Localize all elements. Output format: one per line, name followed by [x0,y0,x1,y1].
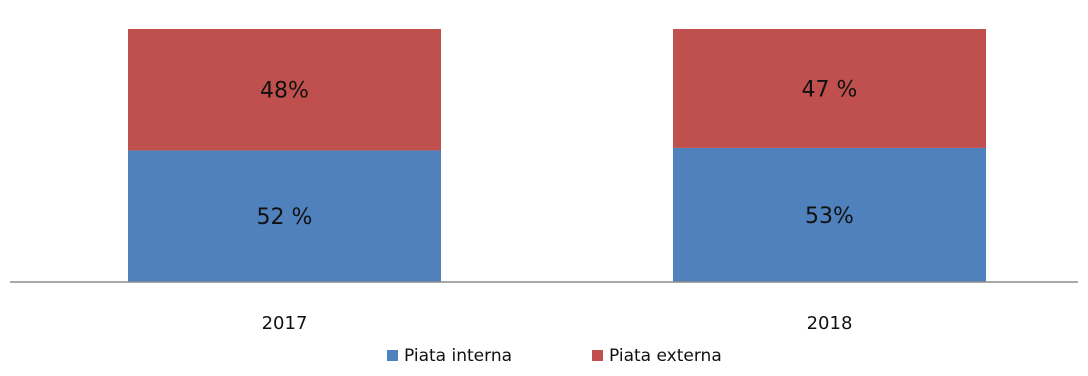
data-label-2018-series-0: 53% [805,204,854,229]
legend-swatch-series-1 [592,350,603,361]
legend-swatch-series-0 [387,350,398,361]
bar-2017-series-1 [128,29,441,151]
bar-2018-series-0 [673,147,986,282]
legend-label-series-0: Piata interna [404,346,512,366]
data-label-2017-series-1: 48% [260,79,309,104]
legend-label-series-1: Piata externa [609,346,722,366]
data-labels: 52 % 48% 53% 47 % [257,77,858,230]
x-tick-label-2017: 2017 [262,313,308,334]
x-tick-label-2018: 2018 [807,313,853,334]
data-label-2017-series-0: 52 % [257,205,313,230]
bar-2018-series-1 [673,29,986,148]
bar-2017-series-0 [128,150,441,282]
data-label-2018-series-1: 47 % [802,77,858,102]
legend: Piata interna Piata externa [387,346,722,366]
bars-layer [128,29,986,282]
x-tick-labels: 2017 2018 [262,313,853,334]
